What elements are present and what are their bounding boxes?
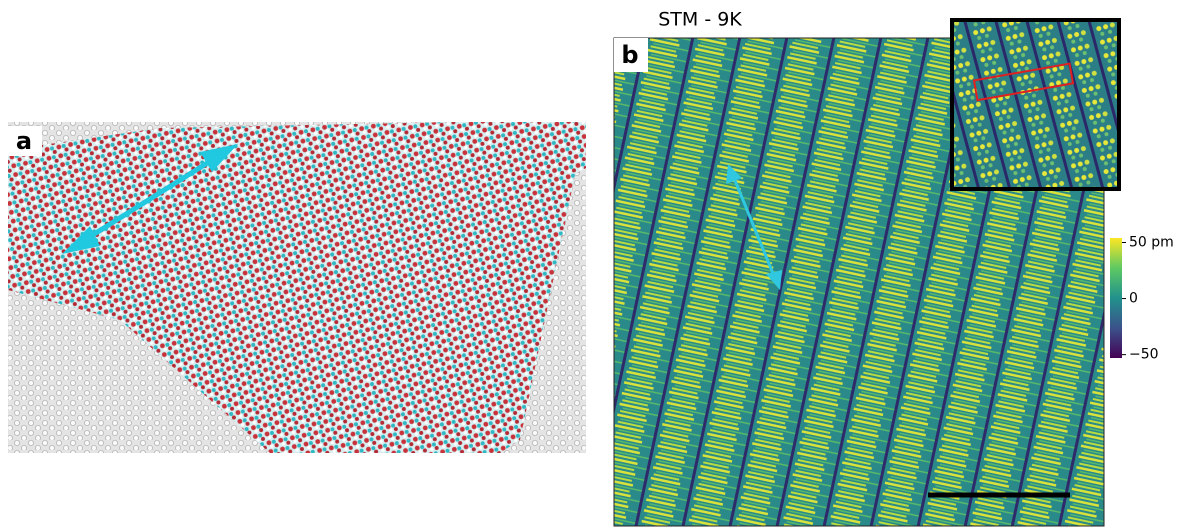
panel-label: a (16, 127, 32, 155)
panel-title: STM - 9K (658, 9, 742, 31)
inset-image (952, 20, 1119, 189)
colorbar-tick-label: 0 (1129, 291, 1138, 307)
panel-label: b (621, 41, 638, 69)
figure: a STM - 9K b 50 pm 0 −50 (0, 0, 1187, 527)
colorbar-tick-label: 50 pm (1129, 234, 1174, 250)
colorbar (1110, 238, 1122, 358)
colorbar-tick-label: −50 (1129, 347, 1159, 363)
